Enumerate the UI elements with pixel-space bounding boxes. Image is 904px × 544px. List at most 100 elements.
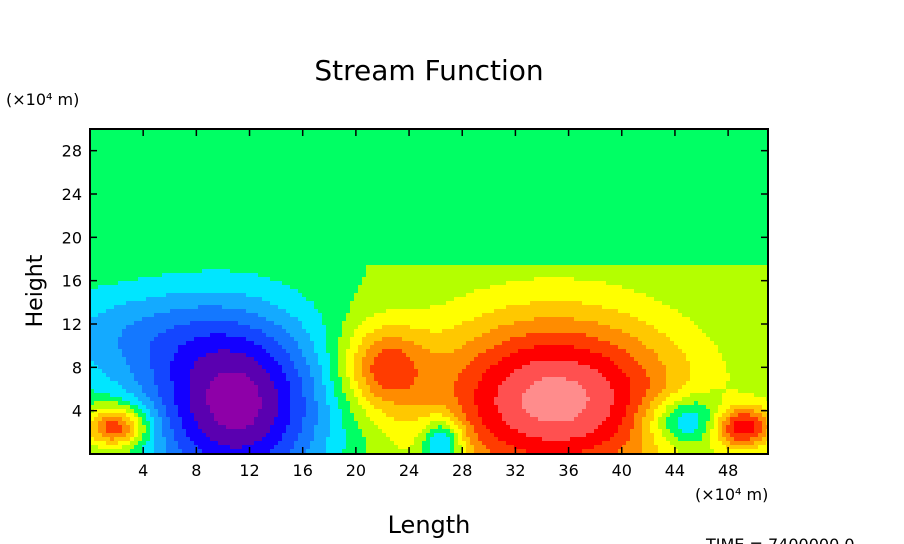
heatmap-cell [574,237,579,242]
heatmap-cell [322,225,327,230]
heatmap-cell [518,189,523,194]
heatmap-cell [190,153,195,158]
heatmap-cell [134,209,139,214]
heatmap-cell [226,229,231,234]
heatmap-cell [518,209,523,214]
heatmap-cell [498,229,503,234]
heatmap-cell [266,201,271,206]
heatmap-cell [654,161,659,166]
heatmap-cell [750,157,755,162]
heatmap-cell [682,181,687,186]
heatmap-cell [450,137,455,142]
heatmap-cell [526,193,531,198]
heatmap-cell [494,197,499,202]
heatmap-cell [662,197,667,202]
heatmap-cell [562,137,567,142]
heatmap-cell [102,145,107,150]
heatmap-cell [614,145,619,150]
heatmap-cell [202,161,207,166]
heatmap-cell [118,205,123,210]
heatmap-cell [582,153,587,158]
heatmap-cell [222,173,227,178]
heatmap-cell [274,213,279,218]
heatmap-cell [110,185,115,190]
heatmap-cell [366,213,371,218]
heatmap-cell [462,169,467,174]
heatmap-cell [758,177,763,182]
heatmap-cell [450,181,455,186]
heatmap-cell [402,169,407,174]
heatmap-cell [326,241,331,246]
heatmap-cell [674,129,679,134]
heatmap-cell [222,209,227,214]
heatmap-cell [238,241,243,246]
heatmap-cell [450,217,455,222]
heatmap-cell [686,197,691,202]
heatmap-cell [382,145,387,150]
heatmap-cell [674,133,679,138]
heatmap-cell [522,149,527,154]
heatmap-cell [162,241,167,246]
heatmap-cell [622,225,627,230]
heatmap-cell [90,209,95,214]
heatmap-cell [542,213,547,218]
heatmap-cell [106,193,111,198]
heatmap-cell [494,237,499,242]
heatmap-cell [378,201,383,206]
heatmap-cell [218,209,223,214]
heatmap-cell [738,233,743,238]
heatmap-cell [582,165,587,170]
heatmap-cell [690,169,695,174]
heatmap-cell [146,157,151,162]
heatmap-cell [558,173,563,178]
heatmap-cell [698,189,703,194]
heatmap-cell [178,233,183,238]
heatmap-cell [198,141,203,146]
heatmap-cell [386,165,391,170]
heatmap-cell [258,177,263,182]
heatmap-cell [114,229,119,234]
heatmap-cell [450,153,455,158]
heatmap-cell [562,173,567,178]
heatmap-cell [346,245,351,250]
heatmap-cell [594,165,599,170]
heatmap-cell [758,129,763,134]
heatmap-cell [638,241,643,246]
heatmap-cell [718,189,723,194]
heatmap-cell [438,189,443,194]
heatmap-cell [394,193,399,198]
heatmap-cell [626,217,631,222]
heatmap-cell [142,237,147,242]
heatmap-cell [514,205,519,210]
heatmap-cell [550,137,555,142]
heatmap-cell [278,209,283,214]
heatmap-cell [590,149,595,154]
heatmap-cell [194,241,199,246]
heatmap-cell [658,137,663,142]
heatmap-cell [178,241,183,246]
heatmap-cell [534,137,539,142]
heatmap-cell [590,133,595,138]
heatmap-cell [706,149,711,154]
heatmap-cell [306,205,311,210]
heatmap-cell [634,145,639,150]
heatmap-cell [326,229,331,234]
heatmap-cell [322,189,327,194]
heatmap-cell [414,217,419,222]
heatmap-cell [206,185,211,190]
heatmap-cell [130,169,135,174]
heatmap-cell [310,185,315,190]
heatmap-cell [554,229,559,234]
heatmap-cell [386,237,391,242]
heatmap-cell [254,237,259,242]
heatmap-cell [598,229,603,234]
heatmap-cell [322,145,327,150]
heatmap-cell [362,173,367,178]
heatmap-cell [578,133,583,138]
heatmap-cell [234,237,239,242]
heatmap-cell [366,177,371,182]
heatmap-cell [650,129,655,134]
heatmap-cell [602,217,607,222]
heatmap-cell [506,149,511,154]
heatmap-cell [698,141,703,146]
